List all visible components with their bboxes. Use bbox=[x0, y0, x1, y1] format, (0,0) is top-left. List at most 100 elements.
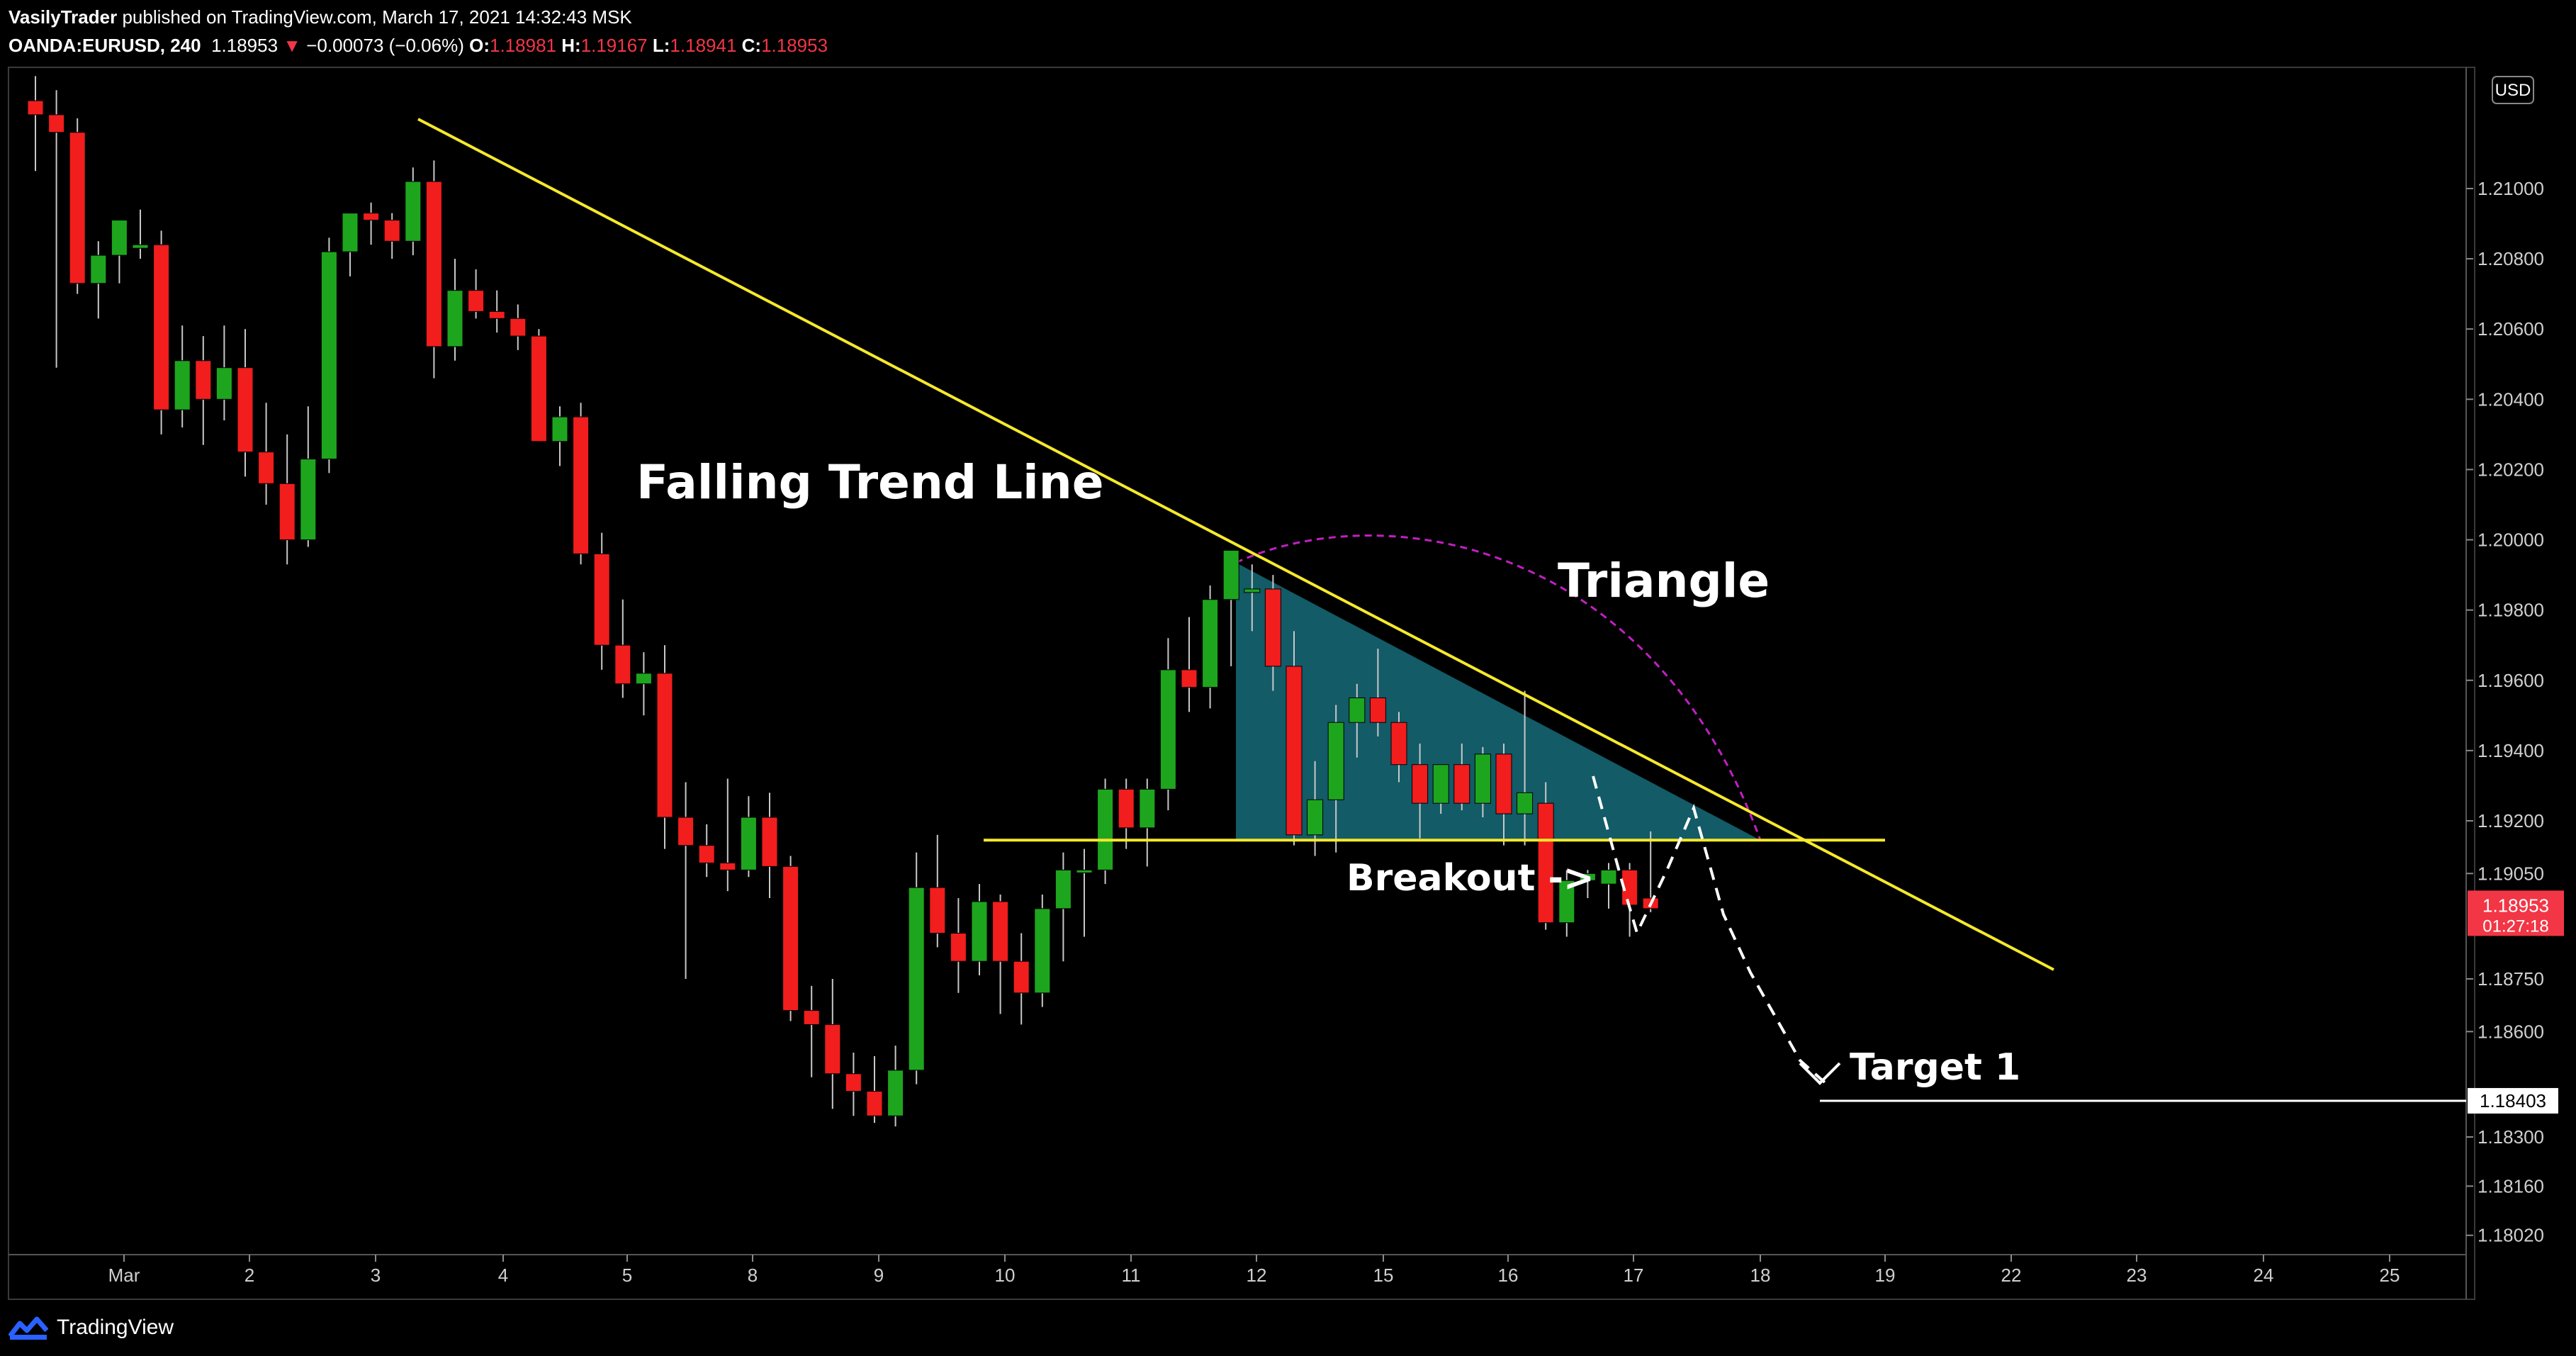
candle-body bbox=[866, 1091, 883, 1116]
candle-body bbox=[614, 644, 631, 685]
candle bbox=[1474, 746, 1491, 818]
candle bbox=[153, 230, 170, 435]
candle bbox=[383, 213, 400, 259]
candle bbox=[573, 403, 590, 565]
price-tick-label: 1.18600 bbox=[2477, 1021, 2544, 1042]
candle bbox=[174, 325, 191, 427]
price-tick-label: 1.18300 bbox=[2477, 1126, 2544, 1148]
triangle-label: Triangle bbox=[1558, 554, 1770, 608]
currency-badge[interactable] bbox=[2492, 76, 2534, 104]
open-label: O: bbox=[469, 35, 490, 56]
brand-name[interactable]: TradingView bbox=[57, 1316, 174, 1339]
candle bbox=[719, 778, 736, 892]
time-tick-label: 3 bbox=[371, 1265, 381, 1286]
candle bbox=[1600, 863, 1617, 909]
candle-body bbox=[1286, 666, 1303, 836]
tradingview-logo-icon[interactable] bbox=[9, 1315, 48, 1340]
candle-body bbox=[69, 132, 86, 284]
price-tick-label: 1.20000 bbox=[2477, 529, 2544, 551]
price-tick-label: 1.20400 bbox=[2477, 388, 2544, 410]
candle bbox=[1076, 848, 1093, 937]
candle bbox=[195, 336, 212, 445]
candle bbox=[132, 209, 149, 259]
candle bbox=[1495, 743, 1512, 846]
last-price: 1.18953 bbox=[211, 35, 279, 56]
candle-body bbox=[425, 181, 442, 347]
candle-body bbox=[1349, 697, 1366, 723]
candle bbox=[1034, 895, 1051, 1007]
time-tick-label: 22 bbox=[2001, 1265, 2022, 1286]
candle-body bbox=[279, 483, 296, 541]
time-tick-label: 24 bbox=[2254, 1265, 2274, 1286]
candle bbox=[677, 782, 694, 979]
candle-body bbox=[971, 901, 988, 962]
open-value: 1.18981 bbox=[490, 35, 556, 56]
candle-body bbox=[530, 335, 547, 442]
currency-label: USD bbox=[2495, 81, 2531, 100]
close-label: C: bbox=[741, 35, 762, 56]
time-tick-label: 17 bbox=[1624, 1265, 1644, 1286]
close-value: 1.18953 bbox=[761, 35, 828, 56]
candle-body bbox=[153, 244, 170, 410]
triangle-pattern bbox=[1235, 534, 1762, 841]
candle-body bbox=[1517, 792, 1534, 814]
price-tick-label: 1.18160 bbox=[2477, 1175, 2544, 1197]
candle bbox=[1642, 831, 1659, 912]
symbol-label[interactable]: OANDA:EURUSD, 240 bbox=[9, 35, 201, 56]
candle-body bbox=[1453, 764, 1470, 804]
candle bbox=[1412, 743, 1429, 839]
candle bbox=[69, 118, 86, 294]
candle bbox=[1118, 778, 1135, 849]
candle-body bbox=[677, 817, 694, 846]
candle-body bbox=[363, 213, 380, 221]
publish-info: published on TradingView.com, March 17, … bbox=[122, 6, 632, 28]
candle bbox=[845, 1053, 862, 1116]
candle bbox=[425, 160, 442, 379]
author-name[interactable]: VasilyTrader bbox=[9, 6, 118, 28]
candle-body bbox=[1495, 753, 1512, 814]
candle-body bbox=[551, 416, 568, 442]
projection-arrowhead bbox=[1799, 1062, 1841, 1085]
candle bbox=[1349, 683, 1366, 758]
time-tick-label: Mar bbox=[108, 1265, 140, 1286]
candle-body bbox=[803, 1010, 820, 1025]
footer: TradingView bbox=[9, 1303, 174, 1352]
candle-body bbox=[1202, 599, 1219, 688]
candle-body bbox=[446, 290, 463, 347]
candle bbox=[1621, 863, 1638, 937]
candle bbox=[803, 985, 820, 1077]
candle bbox=[1432, 764, 1449, 814]
down-arrow-icon: ▼ bbox=[283, 35, 302, 56]
candle-body bbox=[656, 673, 673, 818]
price-tick-label: 1.18750 bbox=[2477, 968, 2544, 990]
plot-frame bbox=[8, 67, 2475, 1300]
time-tick-label: 18 bbox=[1750, 1265, 1771, 1286]
candle bbox=[1054, 852, 1072, 962]
candle bbox=[1139, 778, 1156, 867]
candle bbox=[48, 90, 65, 368]
price-tick-label: 1.20600 bbox=[2477, 318, 2544, 340]
price-ticks: 1.21000 1.20800 1.20600 1.20400 1.20200 1.200… bbox=[2466, 178, 2544, 1246]
candle-body bbox=[111, 220, 128, 256]
candle-body bbox=[1558, 880, 1575, 924]
candle bbox=[510, 304, 527, 350]
candle-body bbox=[1222, 549, 1239, 600]
candle bbox=[1264, 575, 1281, 691]
candle bbox=[866, 1056, 883, 1124]
candle-body bbox=[27, 100, 44, 116]
candle-body bbox=[1076, 869, 1093, 873]
candle bbox=[468, 269, 485, 319]
candle bbox=[1537, 782, 1554, 930]
time-tick-label: 10 bbox=[995, 1265, 1016, 1286]
candle bbox=[215, 325, 232, 421]
candle-body bbox=[761, 817, 778, 867]
candle-body bbox=[1600, 869, 1617, 885]
candle-body bbox=[468, 290, 485, 312]
candle-body bbox=[740, 817, 757, 870]
drawing-lines bbox=[417, 118, 2466, 1102]
target-1-label: Target 1 bbox=[1850, 1046, 2020, 1089]
candle-body bbox=[320, 251, 337, 460]
candle bbox=[1159, 638, 1176, 811]
price-tick-label: 1.20200 bbox=[2477, 459, 2544, 480]
